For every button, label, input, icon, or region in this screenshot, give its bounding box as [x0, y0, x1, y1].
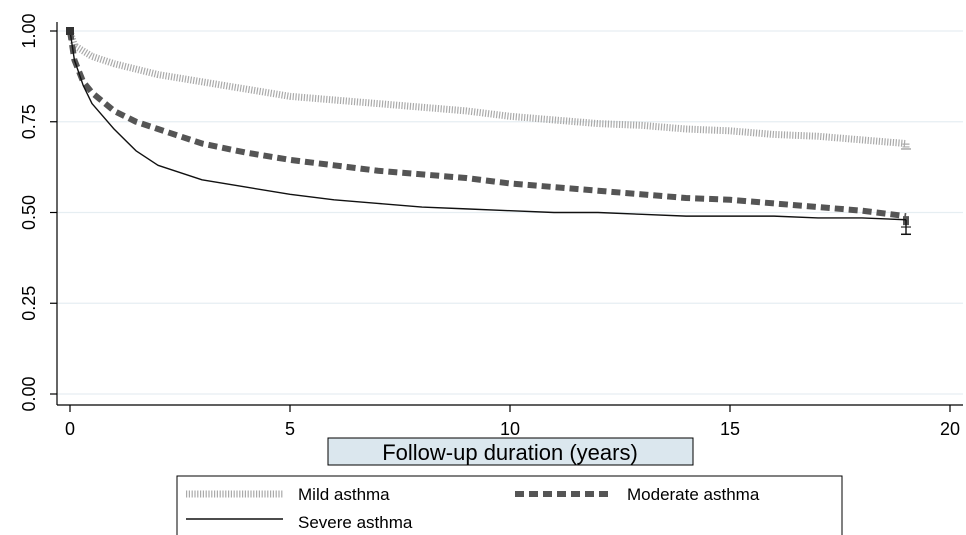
tick-labels: 0.00 0.25 0.50 0.75 1.00 0 5 10 15 20 — [19, 13, 960, 439]
x-tick-label: 5 — [285, 419, 295, 439]
x-axis-title: Follow-up duration (years) — [327, 437, 694, 466]
series-line-severe-asthma — [69, 30, 907, 221]
y-tick-label: 0.25 — [19, 286, 39, 321]
series-line-mild-asthma — [66, 29, 907, 148]
y-tick-label: 0.00 — [19, 376, 39, 411]
y-tick-label: 0.50 — [19, 195, 39, 230]
x-tick-label: 15 — [720, 419, 740, 439]
y-tick-label: 0.75 — [19, 104, 39, 139]
grid-lines — [57, 30, 963, 395]
legend-label: Mild asthma — [298, 485, 390, 504]
legend-label: Moderate asthma — [627, 485, 760, 504]
x-tick-label: 10 — [500, 419, 520, 439]
x-tick-label: 20 — [940, 419, 960, 439]
series-line-moderate-asthma — [67, 30, 907, 220]
legend-label: Severe asthma — [298, 513, 413, 532]
series-layer — [66, 27, 911, 236]
legend-box — [176, 475, 843, 535]
x-axis-title-box — [327, 437, 694, 466]
legend: Mild asthma Moderate asthma Severe asthma — [176, 475, 843, 535]
x-axis-title-text: Follow-up duration (years) — [382, 440, 638, 465]
x-tick-label: 0 — [65, 419, 75, 439]
axes — [50, 22, 963, 412]
start-marker — [66, 27, 74, 35]
legend-items: Mild asthma Moderate asthma Severe asthma — [186, 485, 760, 532]
y-tick-label: 1.00 — [19, 13, 39, 48]
